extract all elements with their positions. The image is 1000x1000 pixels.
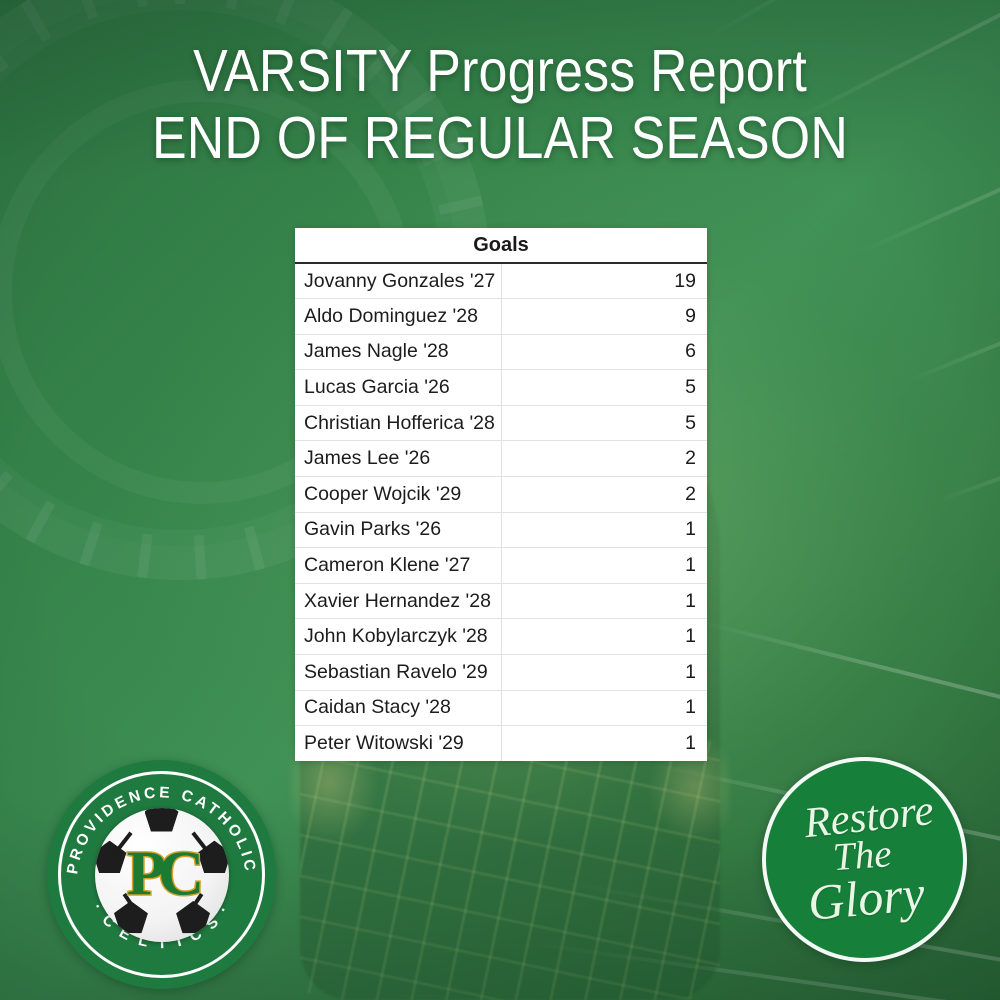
table-row: James Nagle '28 6 bbox=[295, 334, 707, 371]
player-goals-cell: 5 bbox=[501, 369, 707, 406]
player-goals-cell: 1 bbox=[501, 512, 707, 549]
table-row: Peter Witowski '29 1 bbox=[295, 725, 707, 762]
table-row: Aldo Dominguez '28 9 bbox=[295, 298, 707, 335]
player-name-cell: John Kobylarczyk '28 bbox=[295, 618, 502, 656]
player-name-cell: Cooper Wojcik '29 bbox=[295, 476, 502, 513]
table-row: Cameron Klene '27 1 bbox=[295, 547, 707, 584]
player-name-cell: Cameron Klene '27 bbox=[295, 547, 502, 584]
player-name-cell: Xavier Hernandez '28 bbox=[295, 583, 502, 620]
goals-table-body: Jovanny Gonzales '27 19 Aldo Dominguez '28… bbox=[295, 263, 707, 762]
player-goals-cell: 19 bbox=[501, 263, 707, 300]
table-row: Lucas Garcia '26 5 bbox=[295, 369, 707, 406]
rtg-logo-text: Restore The Glory bbox=[766, 761, 963, 958]
goals-table-header-row: Goals bbox=[295, 228, 707, 264]
rtg-line-3: Glory bbox=[805, 864, 927, 931]
player-name-cell: Jovanny Gonzales '27 bbox=[295, 263, 502, 300]
player-name-cell: James Nagle '28 bbox=[295, 334, 502, 371]
player-name-cell: James Lee '26 bbox=[295, 440, 502, 478]
table-row: Caidan Stacy '28 1 bbox=[295, 690, 707, 727]
player-goals-cell: 9 bbox=[501, 298, 707, 335]
goals-table-head: Goals bbox=[295, 228, 707, 264]
table-row: Christian Hofferica '28 5 bbox=[295, 405, 707, 442]
table-row: John Kobylarczyk '28 1 bbox=[295, 618, 707, 656]
restore-the-glory-logo: Restore The Glory bbox=[762, 757, 967, 962]
goals-table-card: Goals Jovanny Gonzales '27 19 Aldo Domingu… bbox=[295, 228, 707, 762]
pc-logo-soccer-ball-icon bbox=[94, 807, 229, 942]
player-goals-cell: 1 bbox=[501, 618, 707, 656]
player-goals-cell: 6 bbox=[501, 334, 707, 371]
player-goals-cell: 1 bbox=[501, 654, 707, 691]
table-row: Xavier Hernandez '28 1 bbox=[295, 583, 707, 620]
player-goals-cell: 1 bbox=[501, 583, 707, 620]
table-row: Sebastian Ravelo '29 1 bbox=[295, 654, 707, 691]
table-row: Gavin Parks '26 1 bbox=[295, 512, 707, 549]
player-name-cell: Gavin Parks '26 bbox=[295, 512, 502, 549]
player-goals-cell: 2 bbox=[501, 440, 707, 478]
background-crest-ticks bbox=[0, 0, 490, 580]
player-name-cell: Christian Hofferica '28 bbox=[295, 405, 502, 442]
player-goals-cell: 2 bbox=[501, 476, 707, 513]
pc-logo-ring bbox=[58, 771, 265, 978]
player-goals-cell: 1 bbox=[501, 725, 707, 762]
table-row: Cooper Wojcik '29 2 bbox=[295, 476, 707, 513]
player-name-cell: Peter Witowski '29 bbox=[295, 725, 502, 762]
player-name-cell: Aldo Dominguez '28 bbox=[295, 298, 502, 335]
player-goals-cell: 1 bbox=[501, 690, 707, 727]
player-name-cell: Lucas Garcia '26 bbox=[295, 369, 502, 406]
table-row: James Lee '26 2 bbox=[295, 440, 707, 478]
providence-catholic-logo: PROVIDENCE CATHOLIC · C E L T I C S · PC bbox=[47, 760, 276, 989]
player-name-cell: Caidan Stacy '28 bbox=[295, 690, 502, 727]
goals-table: Goals Jovanny Gonzales '27 19 Aldo Domingu… bbox=[295, 228, 707, 762]
table-row: Jovanny Gonzales '27 19 bbox=[295, 263, 707, 300]
player-goals-cell: 1 bbox=[501, 547, 707, 584]
goals-table-header-label: Goals bbox=[295, 228, 707, 264]
pc-logo-monogram: PC bbox=[125, 837, 205, 909]
player-goals-cell: 5 bbox=[501, 405, 707, 442]
player-name-cell: Sebastian Ravelo '29 bbox=[295, 654, 502, 691]
